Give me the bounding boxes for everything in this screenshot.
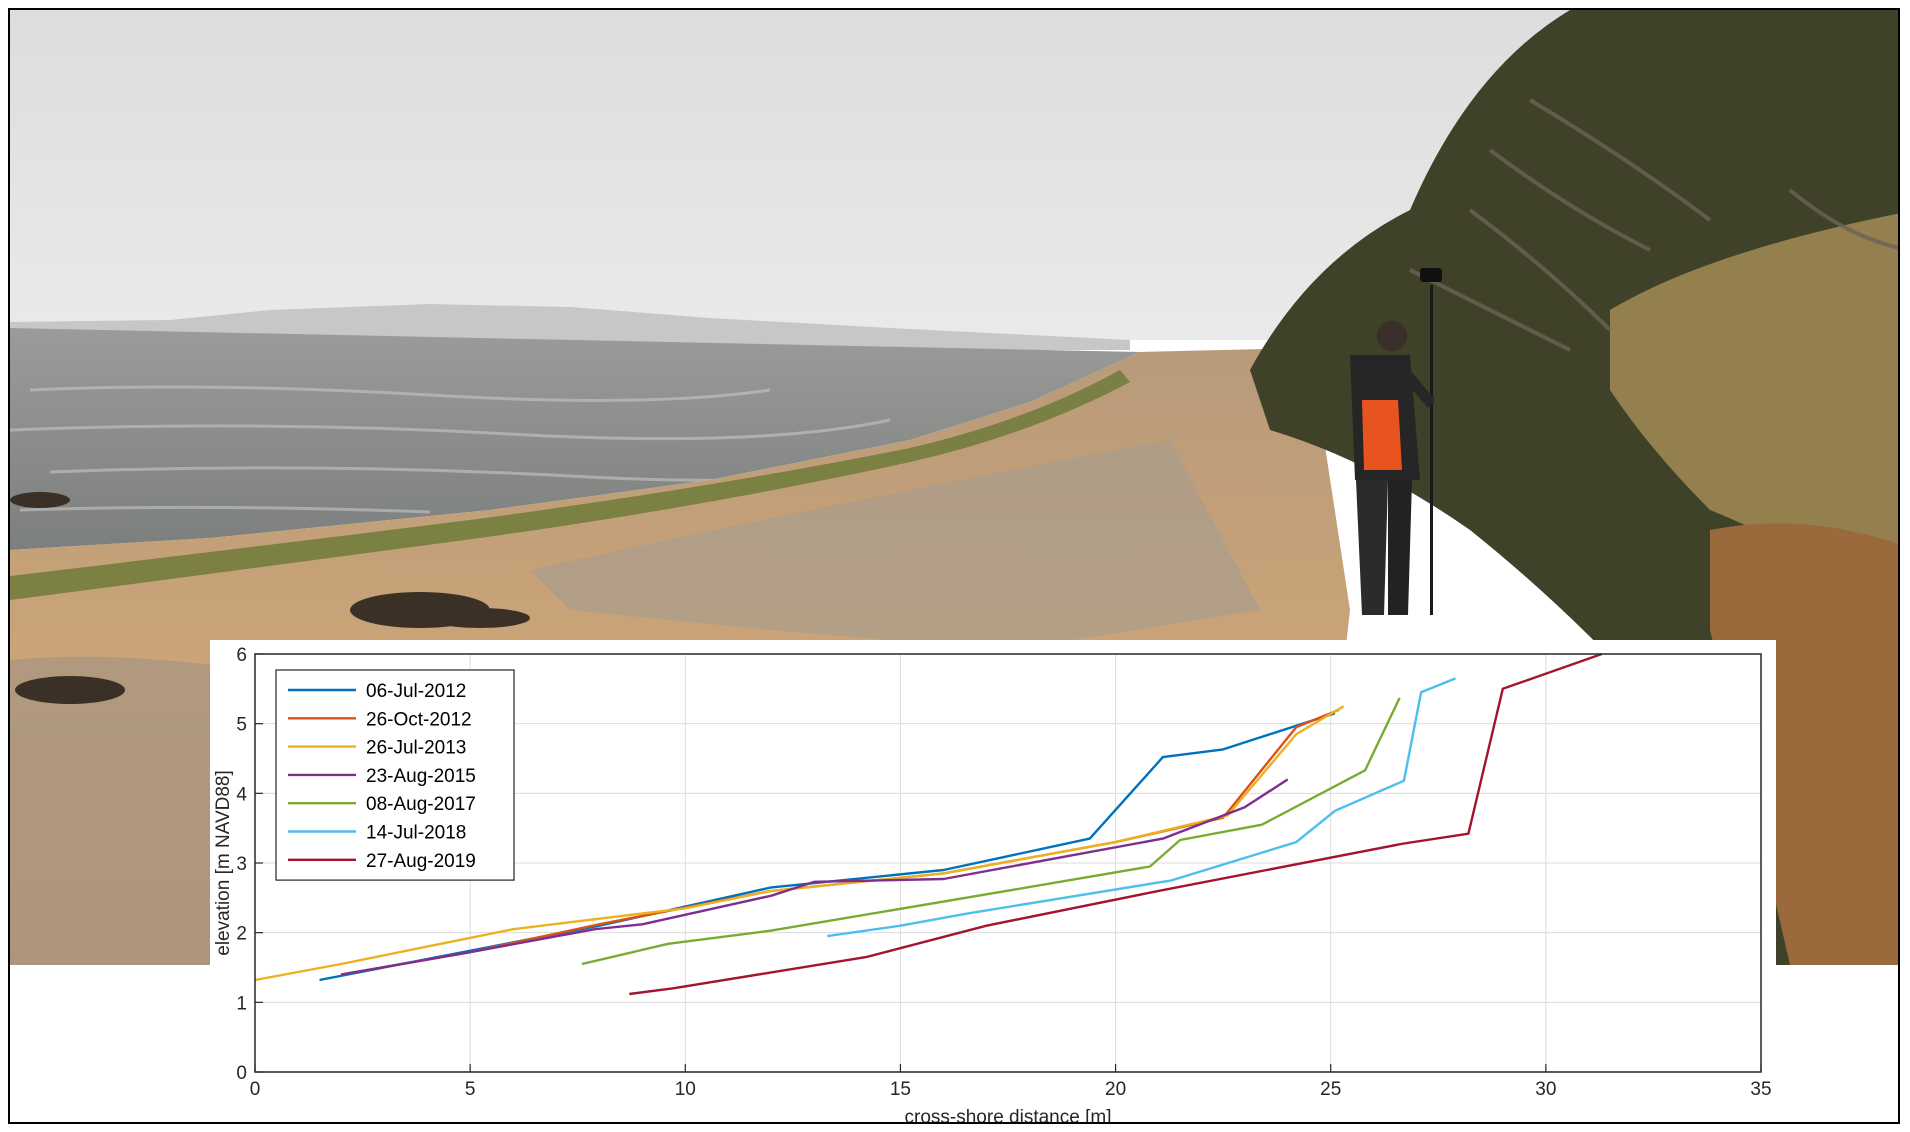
x-tick-label: 0 xyxy=(250,1079,261,1100)
legend: 06-Jul-2012 26-Oct-2012 26-Jul-2013 23-Aug-… xyxy=(275,669,515,881)
y-tick-label: 2 xyxy=(236,924,247,945)
series-line-27-Aug-2019 xyxy=(629,652,1603,996)
photo-gravel xyxy=(530,440,1260,650)
y-tick-label: 1 xyxy=(236,993,247,1014)
photo-driftwood xyxy=(10,492,530,704)
legend-label: 27-Aug-2019 xyxy=(366,851,476,872)
photo-seaweed-band xyxy=(10,370,1130,600)
photo-gravel-left xyxy=(10,656,270,965)
photo-surveyor xyxy=(1350,268,1442,615)
series-layer xyxy=(254,652,1603,996)
x-axis-label: cross-shore distance [m] xyxy=(905,1107,1112,1124)
y-tick-label: 6 xyxy=(236,645,247,666)
tick-layer: 0 5 10 15 20 25 30 35 0 1 2 3 4 5 6 xyxy=(236,645,1771,1100)
y-axis-label: elevation [m NAVD88] xyxy=(213,770,234,956)
photo-branches xyxy=(1409,98,1898,352)
series-line-14-Jul-2018 xyxy=(827,677,1456,938)
figure-frame: 0 5 10 15 20 25 30 35 0 1 2 3 4 5 6 cross-shore distan… xyxy=(8,8,1900,1124)
x-tick-label: 5 xyxy=(465,1079,476,1100)
y-tick-label: 3 xyxy=(236,854,247,875)
series-line-23-Aug-2015 xyxy=(340,778,1289,976)
photo-bluff-grass xyxy=(1610,213,1898,617)
legend-label: 23-Aug-2015 xyxy=(366,766,476,787)
chart-panel: 0 5 10 15 20 25 30 35 0 1 2 3 4 5 6 cross-shore distan… xyxy=(210,640,1776,1124)
series-line-08-Aug-2017 xyxy=(581,697,1401,966)
elevation-profile-chart: 0 5 10 15 20 25 30 35 0 1 2 3 4 5 6 cross-shore distan… xyxy=(210,640,1776,1124)
x-tick-label: 25 xyxy=(1320,1079,1341,1100)
photo-water xyxy=(10,328,1140,550)
x-tick-label: 10 xyxy=(675,1079,696,1100)
y-tick-label: 5 xyxy=(236,715,247,736)
x-tick-label: 20 xyxy=(1105,1079,1126,1100)
legend-label: 14-Jul-2018 xyxy=(366,823,466,844)
x-tick-label: 35 xyxy=(1750,1079,1771,1100)
legend-label: 26-Jul-2013 xyxy=(366,738,466,759)
legend-label: 26-Oct-2012 xyxy=(366,709,472,730)
series-line-26-Jul-2013 xyxy=(254,705,1345,982)
legend-label: 08-Aug-2017 xyxy=(366,794,476,815)
x-tick-label: 30 xyxy=(1535,1079,1556,1100)
legend-label: 06-Jul-2012 xyxy=(366,681,466,702)
y-tick-label: 0 xyxy=(236,1063,247,1084)
x-tick-label: 15 xyxy=(890,1079,911,1100)
y-tick-label: 4 xyxy=(236,784,247,805)
photo-bluff-soil xyxy=(1710,523,1898,965)
